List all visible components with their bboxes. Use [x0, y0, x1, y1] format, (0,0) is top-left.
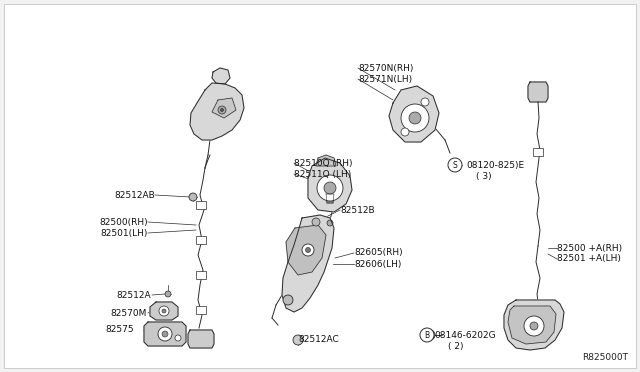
- Text: 82571N(LH): 82571N(LH): [358, 74, 412, 83]
- Text: 82500 +A(RH): 82500 +A(RH): [557, 244, 622, 253]
- Circle shape: [401, 128, 409, 136]
- Polygon shape: [316, 155, 336, 166]
- Polygon shape: [144, 322, 186, 346]
- Polygon shape: [286, 225, 326, 275]
- Text: R825000T: R825000T: [582, 353, 628, 362]
- Text: ( 3): ( 3): [476, 171, 492, 180]
- Polygon shape: [190, 83, 244, 140]
- Circle shape: [165, 291, 171, 297]
- Bar: [196, 236, 206, 244]
- Text: 82512A: 82512A: [116, 291, 150, 299]
- Circle shape: [162, 331, 168, 337]
- Text: 82606(LH): 82606(LH): [354, 260, 401, 269]
- Polygon shape: [528, 82, 548, 102]
- Circle shape: [530, 322, 538, 330]
- Text: 82570M: 82570M: [110, 308, 147, 317]
- Circle shape: [448, 158, 462, 172]
- Text: 08146-6202G: 08146-6202G: [434, 330, 495, 340]
- Text: ( 2): ( 2): [448, 341, 463, 350]
- Text: S: S: [452, 160, 458, 170]
- Text: B: B: [424, 330, 429, 340]
- Text: 82501(LH): 82501(LH): [100, 228, 148, 237]
- Circle shape: [159, 306, 169, 316]
- Polygon shape: [150, 302, 178, 320]
- Circle shape: [324, 182, 336, 194]
- Circle shape: [218, 106, 226, 114]
- Circle shape: [327, 220, 333, 226]
- Text: 82501 +A(LH): 82501 +A(LH): [557, 254, 621, 263]
- Polygon shape: [212, 68, 230, 84]
- Circle shape: [524, 316, 544, 336]
- Polygon shape: [282, 215, 334, 312]
- Circle shape: [305, 247, 310, 253]
- Polygon shape: [389, 86, 439, 142]
- Text: 82500(RH): 82500(RH): [99, 218, 148, 227]
- Polygon shape: [212, 98, 236, 118]
- Circle shape: [425, 330, 435, 340]
- Text: 82510Q (RH): 82510Q (RH): [294, 158, 353, 167]
- Circle shape: [293, 335, 303, 345]
- Circle shape: [175, 335, 181, 341]
- Polygon shape: [504, 300, 564, 350]
- Circle shape: [409, 112, 421, 124]
- Bar: [196, 306, 206, 314]
- Circle shape: [158, 327, 172, 341]
- Bar: [196, 201, 206, 209]
- Circle shape: [420, 328, 434, 342]
- Text: 82605(RH): 82605(RH): [354, 248, 403, 257]
- Polygon shape: [308, 158, 352, 212]
- Text: 82512B: 82512B: [340, 205, 374, 215]
- Circle shape: [221, 109, 223, 112]
- Text: 08120-825)E: 08120-825)E: [466, 160, 524, 170]
- Text: 82575: 82575: [105, 326, 134, 334]
- Bar: [533, 148, 543, 156]
- Polygon shape: [508, 306, 556, 344]
- Circle shape: [312, 218, 320, 226]
- Polygon shape: [188, 330, 214, 348]
- Circle shape: [162, 309, 166, 313]
- Text: 82570N(RH): 82570N(RH): [358, 64, 413, 73]
- Circle shape: [317, 175, 343, 201]
- Bar: [196, 271, 206, 279]
- Polygon shape: [326, 194, 334, 203]
- Circle shape: [189, 193, 197, 201]
- Text: 82512AB: 82512AB: [115, 190, 155, 199]
- Circle shape: [283, 295, 293, 305]
- Text: 82512AC: 82512AC: [298, 336, 339, 344]
- Circle shape: [401, 104, 429, 132]
- Circle shape: [421, 98, 429, 106]
- Text: 82511Q (LH): 82511Q (LH): [294, 170, 351, 179]
- Circle shape: [302, 244, 314, 256]
